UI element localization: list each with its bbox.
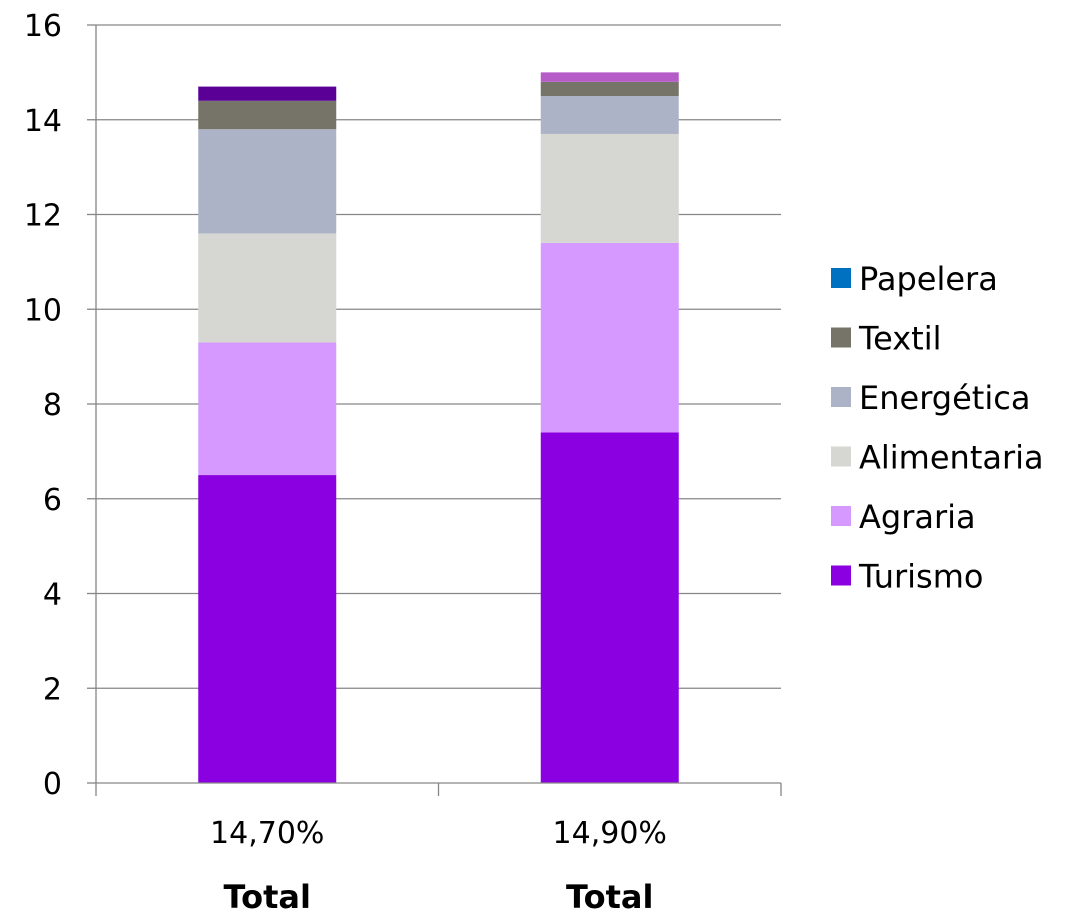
bar-segment-agraria [540, 242, 679, 433]
legend-label: Energética [859, 379, 1030, 417]
bar-segment-textil [198, 100, 337, 130]
x-labels: 14,70% Total 14,90% Total [210, 816, 667, 914]
legend-swatch [831, 387, 851, 407]
bar-segment-papelera [198, 86, 337, 101]
y-tick-label: 8 [43, 388, 62, 423]
x-category-label: 14,90% [553, 816, 667, 851]
y-tick-label: 12 [24, 199, 62, 234]
legend-label: Agraria [859, 498, 976, 536]
bar-segment-energtica [540, 96, 679, 134]
legend-label: Papelera [859, 260, 998, 298]
legend-swatch [831, 565, 851, 586]
x-category-label: 14,70% [210, 816, 324, 851]
legend-swatch [831, 268, 851, 288]
y-tick-label: 16 [24, 9, 62, 44]
bar-segment-turismo [198, 475, 337, 783]
bar-segment-alimentaria [540, 133, 679, 243]
legend-label: Alimentaria [859, 439, 1044, 477]
bar-segment-agraria [198, 342, 337, 476]
y-tick-label: 6 [43, 483, 62, 518]
bar-segment-papelera [540, 72, 679, 82]
legend-label: Textil [858, 320, 942, 358]
bar-segment-energtica [198, 129, 337, 234]
legend: Papelera Textil Energética Alimentaria Agrar… [831, 260, 1044, 596]
bar-segment-textil [540, 81, 679, 97]
y-tick-label: 10 [24, 293, 62, 328]
y-tick-label: 4 [43, 578, 62, 613]
bars [198, 72, 679, 783]
y-tick-labels: 0 2 4 6 8 10 12 14 16 [24, 9, 62, 802]
axes [87, 24, 782, 796]
legend-label: Turismo [858, 558, 983, 596]
bar-segment-alimentaria [198, 233, 337, 343]
legend-swatch [831, 327, 851, 348]
x-group-label: Total [224, 878, 311, 914]
legend-swatch [831, 446, 851, 467]
bar-segment-turismo [540, 432, 679, 783]
y-tick-label: 14 [24, 104, 62, 139]
y-tick-label: 2 [43, 672, 62, 707]
y-tick-label: 0 [43, 767, 62, 802]
x-group-label: Total [566, 878, 653, 914]
legend-swatch [831, 506, 851, 526]
